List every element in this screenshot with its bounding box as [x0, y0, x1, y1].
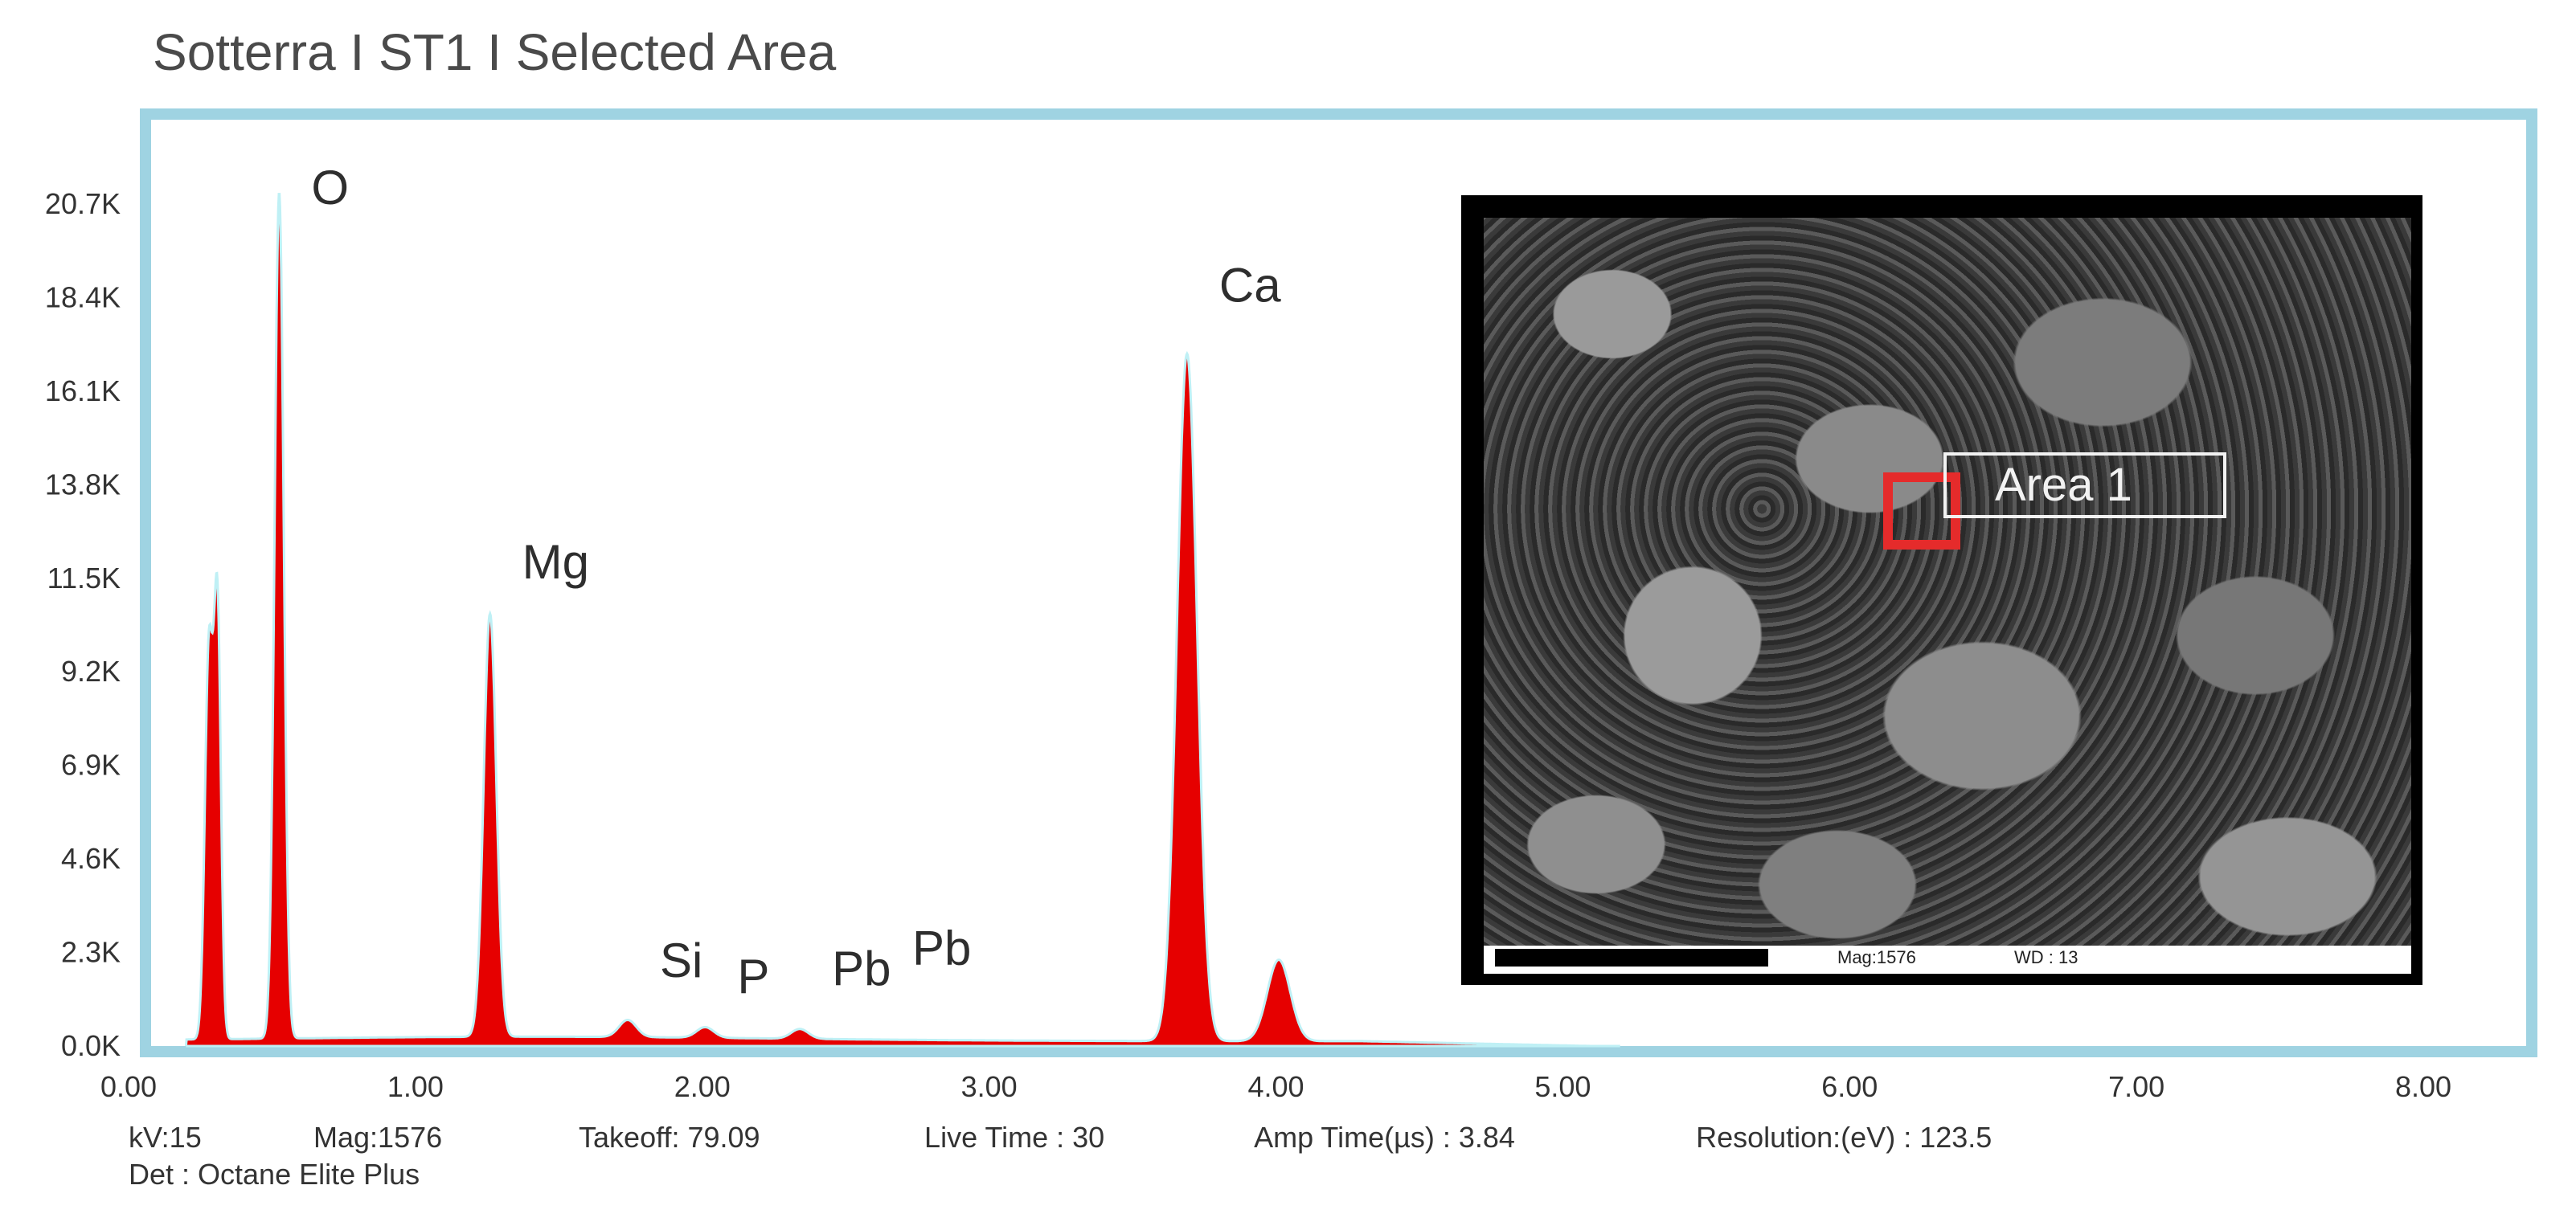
x-tick-label: 0.00	[100, 1070, 157, 1103]
spectrum-area	[184, 193, 1620, 1048]
scale-bar-strip: Mag:1576 WD : 13	[1484, 946, 2411, 974]
amp-time-value: Amp Time(µs) : 3.84	[1254, 1121, 1515, 1154]
detector-value: Det : Octane Elite Plus	[129, 1158, 420, 1191]
peak-labels: O Mg Si P Pb Pb Ca	[311, 161, 1281, 1003]
peak-label: Ca	[1219, 259, 1281, 313]
x-tick-label: 1.00	[387, 1070, 444, 1103]
selected-area-box[interactable]	[1883, 472, 1960, 550]
kv-value: kV:15	[129, 1121, 202, 1154]
y-axis: 0.0K 2.3K 4.6K 6.9K 9.2K 11.5K 13.8K 16.1K 18.4K…	[45, 187, 121, 1062]
x-tick-label: 8.00	[2395, 1070, 2451, 1103]
spectrum-layer	[184, 193, 1620, 1048]
x-tick-label: 6.00	[1821, 1070, 1878, 1103]
scale-bar-wd: WD : 13	[2014, 947, 2078, 967]
x-tick-label: 5.00	[1534, 1070, 1591, 1103]
x-axis: 0.00 1.00 2.00 3.00 4.00 5.00 6.00 7.00 8.00	[100, 1070, 2451, 1103]
y-tick-label: 16.1K	[45, 374, 121, 407]
sem-image-panel: Mag:1576 WD : 13	[1461, 195, 2422, 985]
y-tick-label: 13.8K	[45, 468, 121, 501]
peak-label: Pb	[912, 922, 971, 975]
resolution-value: Resolution:(eV) : 123.5	[1696, 1121, 1992, 1154]
acquisition-parameters: kV:15 Mag:1576 Takeoff: 79.09 Live Time …	[129, 1119, 1992, 1193]
peak-label: P	[737, 950, 769, 1003]
y-tick-label: 4.6K	[61, 842, 121, 875]
plot-frame	[140, 108, 2537, 1057]
chart-title: Sotterra I ST1 I Selected Area	[153, 23, 837, 81]
y-tick-label: 2.3K	[61, 936, 121, 969]
x-tick-label: 3.00	[961, 1070, 1018, 1103]
x-tick-label: 4.00	[1247, 1070, 1304, 1103]
peak-label: O	[311, 161, 349, 215]
y-tick-label: 18.4K	[45, 280, 121, 313]
area-1-label: Area 1	[1943, 452, 2226, 518]
peak-label: Mg	[522, 535, 589, 589]
live-time-value: Live Time : 30	[924, 1121, 1105, 1154]
y-tick-label: 11.5K	[47, 562, 121, 595]
x-tick-label: 2.00	[674, 1070, 731, 1103]
y-tick-label: 9.2K	[61, 655, 121, 688]
x-tick-label: 7.00	[2108, 1070, 2164, 1103]
mag-value: Mag:1576	[313, 1121, 443, 1154]
y-tick-label: 20.7K	[45, 187, 121, 220]
scale-bar	[1495, 949, 1768, 967]
peak-label: Si	[660, 934, 702, 987]
scale-bar-mag: Mag:1576	[1837, 947, 1916, 967]
y-tick-label: 6.9K	[61, 749, 121, 782]
takeoff-value: Takeoff: 79.09	[579, 1121, 760, 1154]
y-tick-label: 0.0K	[61, 1029, 121, 1062]
sem-micrograph	[1484, 218, 2411, 946]
peak-label: Pb	[832, 942, 891, 995]
